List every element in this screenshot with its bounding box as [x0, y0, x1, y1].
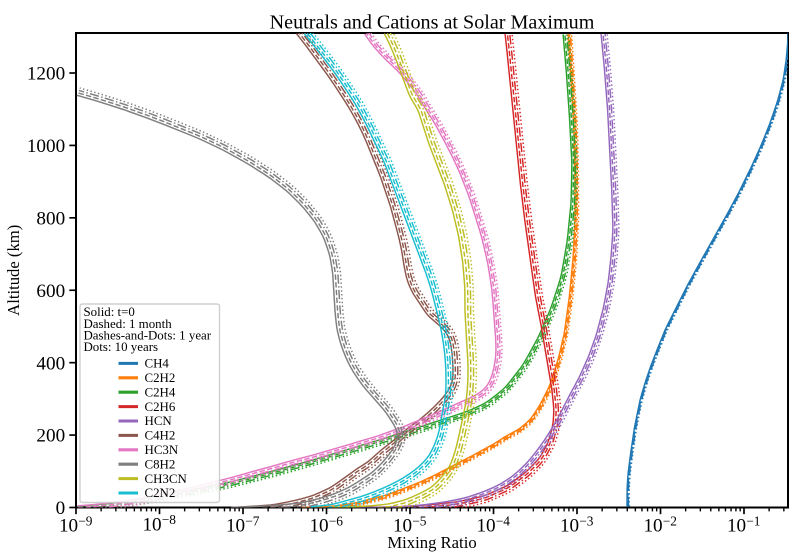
svg-text:1000: 1000	[27, 136, 65, 157]
svg-text:200: 200	[36, 426, 65, 447]
svg-text:Dots: 10 years: Dots: 10 years	[83, 339, 158, 354]
svg-text:C2H4: C2H4	[145, 384, 176, 399]
svg-text:1 0 −: 1 0 − 9	[59, 505, 93, 536]
svg-text:Solid: t=0: Solid: t=0	[83, 304, 134, 319]
svg-text:C4H2: C4H2	[145, 428, 176, 443]
svg-text:C8H2: C8H2	[145, 456, 176, 471]
svg-text:1 0 −: 1 0 − 1	[727, 505, 760, 536]
svg-text:1 0 −: 1 0 − 5	[393, 505, 427, 536]
svg-text:1 0 −: 1 0 − 2	[643, 505, 676, 536]
svg-text:C2N2: C2N2	[145, 485, 176, 500]
svg-text:1 0 −: 1 0 − 4	[476, 505, 510, 536]
svg-text:1 0 −: 1 0 − 8	[142, 504, 176, 535]
svg-text:600: 600	[36, 281, 65, 302]
svg-text:400: 400	[36, 353, 65, 374]
svg-text:1200: 1200	[27, 64, 65, 85]
svg-text:C2H6: C2H6	[145, 399, 176, 414]
svg-text:CH4: CH4	[145, 356, 170, 371]
svg-text:800: 800	[36, 208, 65, 229]
svg-text:Mixing Ratio: Mixing Ratio	[387, 533, 476, 552]
svg-text:0: 0	[56, 498, 66, 519]
svg-text:1 0 −: 1 0 − 7	[226, 505, 260, 536]
svg-text:C2H2: C2H2	[145, 370, 176, 385]
svg-text:Altitude (km): Altitude (km)	[4, 225, 23, 316]
svg-text:HCN: HCN	[145, 413, 173, 428]
svg-text:Dashes-and-Dots: 1 year: Dashes-and-Dots: 1 year	[83, 328, 211, 343]
svg-text:1 0 −: 1 0 − 3	[560, 505, 594, 536]
svg-text:Neutrals and Cations at Solar: Neutrals and Cations at Solar Maximum	[270, 12, 595, 34]
svg-text:CH3CN: CH3CN	[145, 471, 188, 486]
svg-text:HC3N: HC3N	[145, 442, 179, 457]
svg-text:Dashed: 1 month: Dashed: 1 month	[83, 316, 172, 331]
svg-text:1 0 −: 1 0 − 6	[309, 505, 343, 536]
